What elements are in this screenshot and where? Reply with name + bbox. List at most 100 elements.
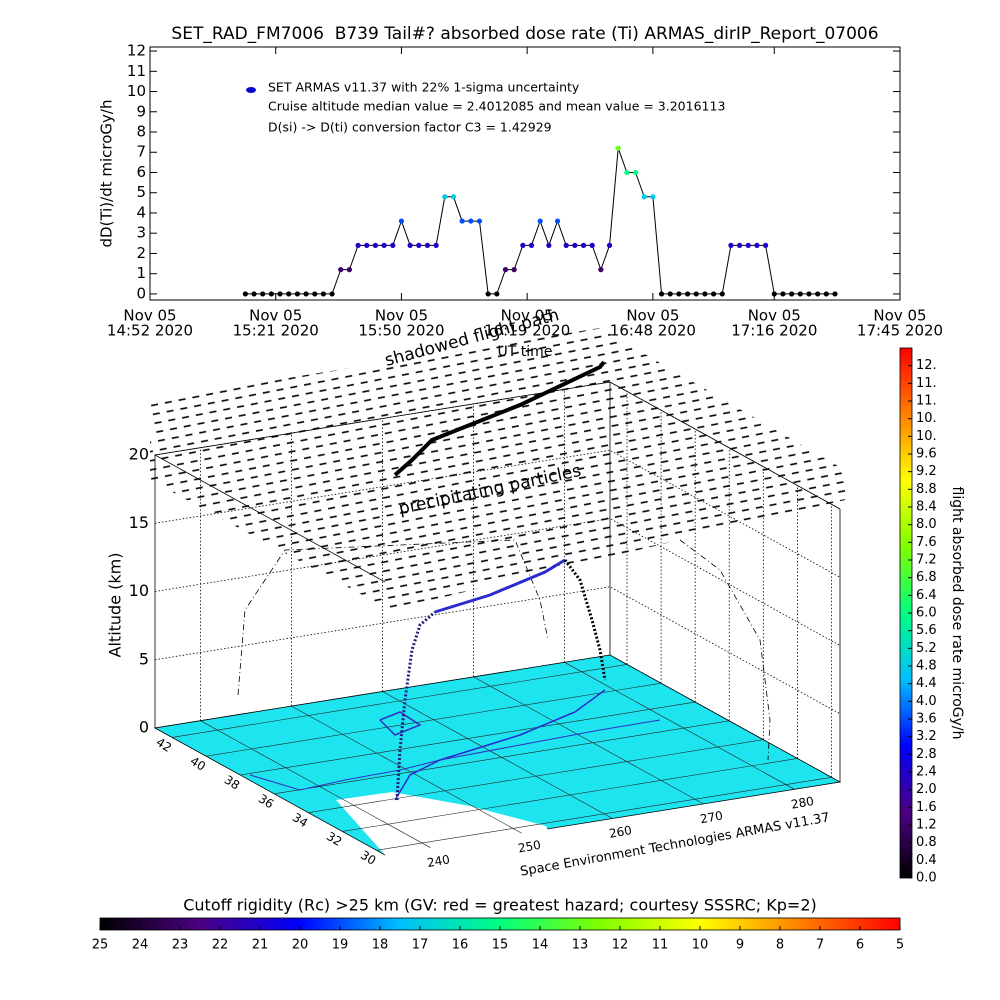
data-point	[407, 242, 413, 248]
chart-title: SET_RAD_FM7006 B739 Tail#? absorbed dose…	[171, 24, 878, 44]
x-tick-label: Nov 05	[501, 307, 554, 325]
y-tick-label: 0	[136, 284, 146, 302]
data-point	[693, 291, 699, 297]
data-point	[789, 291, 795, 297]
box-edge	[153, 381, 841, 583]
z-tick-label: 15	[129, 513, 149, 532]
x-tick-label: Nov 05	[123, 307, 176, 325]
data-point	[641, 194, 647, 200]
colorbar-tick-label: 11.	[916, 376, 937, 391]
colorbar-tick-label: 6.4	[916, 588, 937, 603]
data-point	[554, 218, 561, 224]
y-tick-label: 40	[188, 754, 208, 774]
data-point	[433, 242, 439, 248]
y-tick-label: 9	[136, 102, 146, 120]
colorbar-tick-label: 12.	[916, 358, 937, 373]
data-point	[624, 169, 630, 176]
colorbar-tick-label: 1.2	[916, 818, 937, 833]
floor-grid-line	[206, 682, 662, 757]
colorbar-tick-label: 15	[492, 938, 509, 953]
colorbar-tick-label: 2.4	[916, 765, 937, 780]
data-point	[754, 242, 760, 248]
data-point	[364, 242, 370, 248]
data-point	[528, 242, 535, 248]
data-point	[268, 291, 274, 297]
colorbar-tick-label: 7.6	[916, 535, 937, 550]
colorbar-tick-label: 11.	[916, 394, 937, 409]
floor-grid-line	[376, 777, 832, 851]
y-tick-label: 42	[154, 735, 174, 755]
data-point	[546, 242, 552, 248]
annotation: D(si) -> D(ti) conversion factor C3 = 1.…	[268, 120, 552, 135]
floor-grid-line	[291, 705, 522, 834]
colorbar-tick-label: 21	[252, 938, 269, 953]
ocean-region	[336, 792, 548, 856]
data-point	[424, 242, 431, 248]
colorbar-tick-label: 12	[612, 938, 629, 953]
data-point	[286, 291, 292, 297]
data-point	[372, 242, 379, 248]
colorbar-tick-label: 10	[692, 938, 709, 953]
colorbar-tick-label: 20	[292, 938, 309, 953]
floor-grid-line	[342, 758, 798, 832]
data-point	[719, 291, 725, 297]
x-tick-label: 250	[517, 838, 542, 856]
colorbar-tick-label: 6.8	[916, 570, 937, 585]
data-point	[702, 291, 708, 297]
data-point	[771, 291, 777, 297]
x-tick-label: Nov 05	[748, 307, 801, 325]
colorbar-tick-label: 8	[776, 938, 784, 953]
data-point	[511, 267, 517, 273]
data-point	[598, 267, 604, 273]
data-point	[815, 291, 821, 297]
colorbar-tick-label: 16	[452, 938, 469, 953]
floor-grid-line	[171, 664, 628, 738]
x-tick-label: 240	[426, 852, 451, 870]
flight-path-ascent	[395, 610, 436, 801]
data-point	[502, 267, 509, 273]
z-tick-label: 20	[129, 445, 149, 464]
colorbar-tick-label: 8.8	[916, 482, 937, 497]
data-point	[251, 291, 257, 297]
data-point	[745, 242, 751, 248]
data-point	[277, 291, 283, 297]
y-tick-label: 10	[127, 82, 146, 100]
colorbar-tick-label: 13	[572, 938, 589, 953]
data-point	[806, 291, 812, 297]
y-tick-label: 5	[136, 183, 146, 201]
colorbar-tick-label: 2.8	[916, 747, 937, 762]
data-point	[606, 242, 613, 248]
data-point	[329, 291, 335, 297]
data-point	[537, 218, 543, 224]
data-point	[676, 291, 682, 297]
data-point	[450, 194, 457, 200]
data-point	[589, 242, 595, 248]
data-point	[398, 218, 405, 224]
colorbar-tick-label: 10.	[916, 429, 937, 444]
data-point	[381, 242, 387, 248]
data-point	[303, 291, 309, 297]
x-tick-label: 14:52 2020	[107, 322, 193, 340]
data-point	[684, 291, 691, 297]
z-tick-label: 10	[129, 581, 149, 600]
y-tick-label: 1	[136, 264, 146, 282]
data-point	[242, 291, 248, 297]
floor-grid-line	[200, 720, 431, 848]
data-point	[312, 291, 318, 297]
colorbar-tick-label: 0.4	[916, 853, 937, 868]
track-projection	[679, 539, 771, 761]
colorbar-tick-label: 7.2	[916, 553, 937, 568]
data-point	[736, 242, 743, 248]
data-point	[390, 242, 396, 248]
y-axis-label: dD(Ti)/dt microGy/h	[98, 100, 116, 248]
colorbar-tick-label: 5.6	[916, 623, 937, 638]
colorbar-tick-label: 19	[332, 938, 349, 953]
data-point	[580, 242, 587, 248]
data-point	[650, 194, 656, 200]
track-projection	[237, 539, 549, 696]
data-point	[658, 291, 665, 297]
colorbar-tick-label: 23	[172, 938, 189, 953]
data-point	[346, 267, 353, 273]
plot-frame	[149, 46, 901, 301]
flight-path-cruise	[434, 558, 566, 614]
